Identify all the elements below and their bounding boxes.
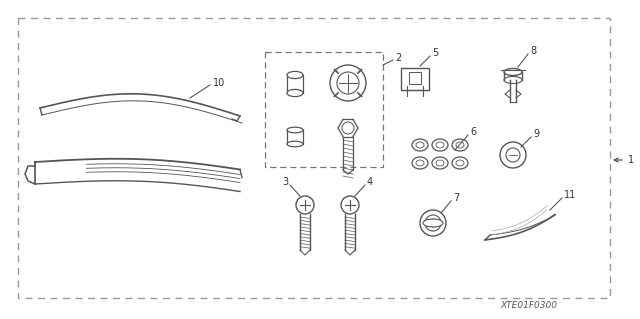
Circle shape (500, 142, 526, 168)
Bar (18, 18, 610, 298)
Ellipse shape (412, 139, 428, 151)
Ellipse shape (432, 157, 448, 169)
Text: 6: 6 (470, 127, 476, 137)
Ellipse shape (287, 127, 303, 133)
Circle shape (420, 210, 446, 236)
Text: 10: 10 (213, 78, 225, 88)
Text: 1: 1 (628, 155, 634, 165)
Ellipse shape (504, 69, 522, 76)
Text: XTE01F0300: XTE01F0300 (500, 300, 557, 309)
Text: 2: 2 (395, 53, 401, 63)
Circle shape (330, 65, 366, 101)
Ellipse shape (423, 219, 443, 227)
Text: 7: 7 (453, 193, 460, 203)
Ellipse shape (504, 77, 522, 84)
Ellipse shape (287, 141, 303, 147)
Text: 9: 9 (533, 129, 539, 139)
Text: 5: 5 (432, 48, 438, 58)
Ellipse shape (287, 71, 303, 78)
Text: 8: 8 (530, 46, 536, 56)
Circle shape (341, 196, 359, 214)
Bar (401, 68, 429, 90)
Ellipse shape (452, 139, 468, 151)
Circle shape (296, 196, 314, 214)
Text: 4: 4 (367, 177, 373, 187)
Ellipse shape (287, 89, 303, 97)
Text: 11: 11 (564, 190, 576, 200)
Ellipse shape (452, 157, 468, 169)
Bar (265, 52, 383, 167)
Ellipse shape (412, 157, 428, 169)
Text: 3: 3 (282, 177, 288, 187)
Ellipse shape (432, 139, 448, 151)
Bar (409, 72, 421, 84)
